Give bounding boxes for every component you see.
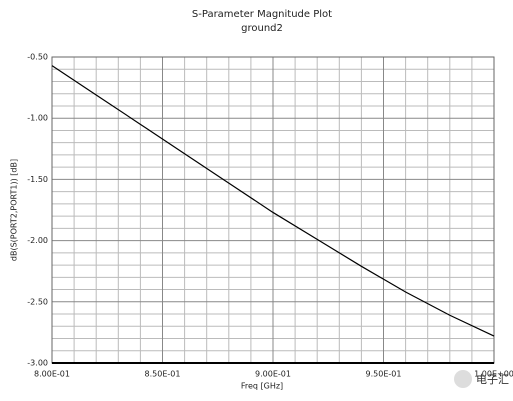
- x-axis-label: Freq [GHz]: [241, 382, 283, 391]
- y-tick-label: -1.00: [27, 114, 48, 123]
- x-tick-label: 8.50E-01: [145, 370, 181, 379]
- y-tick-label: -3.00: [27, 359, 48, 368]
- y-axis-label: dB(S(PORT2,PORT1)) [dB]: [10, 159, 19, 261]
- chart-subtitle: ground2: [241, 23, 283, 34]
- y-tick-label: -0.50: [27, 53, 48, 62]
- watermark-icon: [454, 370, 472, 388]
- x-tick-label: 9.50E-01: [366, 370, 402, 379]
- y-tick-label: -1.50: [27, 175, 48, 184]
- x-tick-label: 8.00E-01: [34, 370, 70, 379]
- data-line: [51, 65, 495, 337]
- y-tick-label: -2.50: [27, 297, 48, 306]
- watermark: 电子汇: [476, 373, 509, 386]
- x-tick-label: 1.00E+00: [474, 370, 513, 379]
- y-tick-label: -2.00: [27, 236, 48, 245]
- chart-title: S-Parameter Magnitude Plot: [192, 9, 332, 20]
- x-tick-label: 9.00E-01: [255, 370, 291, 379]
